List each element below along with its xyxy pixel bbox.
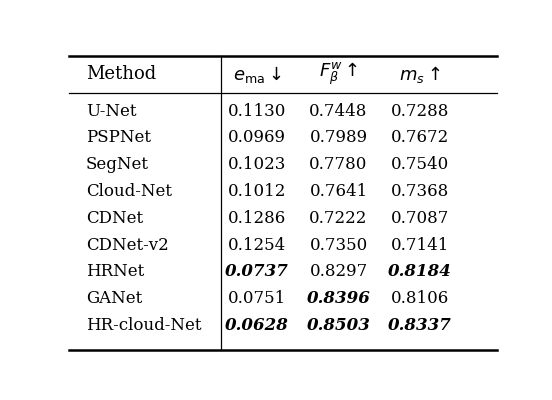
Text: 0.8184: 0.8184 — [388, 264, 452, 280]
Text: Cloud-Net: Cloud-Net — [86, 183, 172, 200]
Text: 0.8106: 0.8106 — [391, 290, 449, 307]
Text: 0.7780: 0.7780 — [309, 156, 368, 173]
Text: U-Net: U-Net — [86, 103, 136, 120]
Text: 0.8503: 0.8503 — [306, 317, 370, 334]
Text: 0.1254: 0.1254 — [228, 237, 286, 254]
Text: 0.7141: 0.7141 — [391, 237, 449, 254]
Text: 0.7641: 0.7641 — [309, 183, 368, 200]
Text: GANet: GANet — [86, 290, 142, 307]
Text: 0.7368: 0.7368 — [391, 183, 449, 200]
Text: 0.7989: 0.7989 — [310, 130, 368, 146]
Text: 0.0737: 0.0737 — [225, 264, 289, 280]
Text: CDNet-v2: CDNet-v2 — [86, 237, 169, 254]
Text: 0.7288: 0.7288 — [391, 103, 449, 120]
Text: 0.7087: 0.7087 — [391, 210, 449, 227]
Text: 0.1023: 0.1023 — [228, 156, 286, 173]
Text: 0.0969: 0.0969 — [228, 130, 286, 146]
Text: 0.0628: 0.0628 — [225, 317, 289, 334]
Text: Method: Method — [86, 65, 156, 83]
Text: 0.1130: 0.1130 — [228, 103, 286, 120]
Text: 0.7350: 0.7350 — [309, 237, 368, 254]
Text: 0.7540: 0.7540 — [391, 156, 449, 173]
Text: HRNet: HRNet — [86, 264, 145, 280]
Text: PSPNet: PSPNet — [86, 130, 151, 146]
Text: $e_{\mathrm{ma}}\downarrow$: $e_{\mathrm{ma}}\downarrow$ — [233, 64, 282, 85]
Text: HR-cloud-Net: HR-cloud-Net — [86, 317, 201, 334]
Text: 0.7222: 0.7222 — [309, 210, 368, 227]
Text: 0.1286: 0.1286 — [228, 210, 286, 227]
Text: SegNet: SegNet — [86, 156, 149, 173]
Text: 0.8297: 0.8297 — [309, 264, 368, 280]
Text: 0.8396: 0.8396 — [306, 290, 370, 307]
Text: 0.0751: 0.0751 — [228, 290, 286, 307]
Text: 0.8337: 0.8337 — [388, 317, 452, 334]
Text: $m_{s}\uparrow$: $m_{s}\uparrow$ — [399, 64, 440, 85]
Text: $F_{\beta}^{w}\uparrow$: $F_{\beta}^{w}\uparrow$ — [319, 61, 358, 87]
Text: CDNet: CDNet — [86, 210, 143, 227]
Text: 0.1012: 0.1012 — [228, 183, 286, 200]
Text: 0.7448: 0.7448 — [309, 103, 368, 120]
Text: 0.7672: 0.7672 — [391, 130, 449, 146]
